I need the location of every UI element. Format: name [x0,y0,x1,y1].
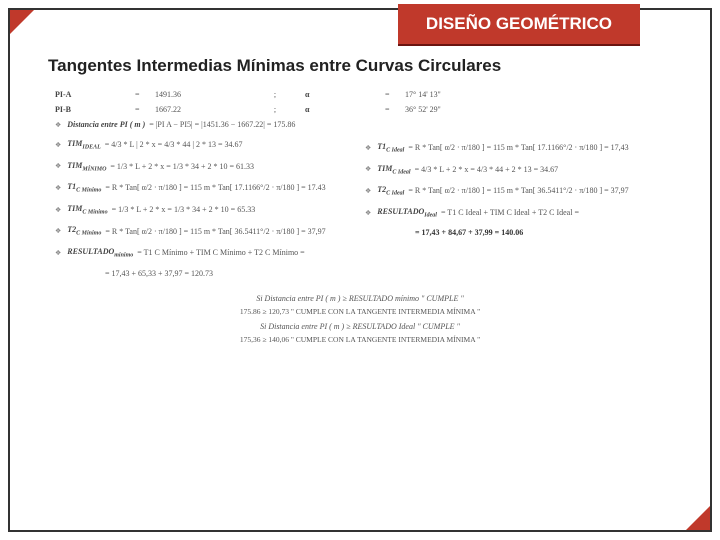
t1i-expr: = R * Tan[ α/2 · π/180 ] = 115 m * Tan[ … [408,143,628,152]
t1i-line: ❖ T1C Ideal = R * Tan[ α/2 · π/180 ] = 11… [365,142,665,154]
eq2: = [385,90,405,99]
check2-cond: Si Distancia entre PI ( m ) ≥ RESULTADO … [55,322,665,331]
t1-line: ❖ T1C Mínimo = R * Tan[ α/2 · π/180 ] = 1… [55,182,355,194]
timi-sub: C Ideal [392,169,410,175]
right-col: ❖T1C Ideal = R * Tan[ α/2 · π/180 ] = 11… [355,120,665,288]
bullet-icon: ❖ [55,249,61,257]
pia-label: PI-A [55,90,135,99]
pib-val: 1667.22 [155,105,245,114]
dist-expr: = |PI A − PI5| = |1451.36 − 1667.22| = 1… [149,120,295,129]
sep: ; [245,105,305,114]
t1-lbl: T1 [67,182,76,191]
tim-min-line: ❖ TIMMÍNIMO = 1/3 * L + 2 * x = 1/3 * 34 … [55,161,355,173]
content: PI-A = 1491.36 ; α = 17° 14' 13'' PI-B =… [55,90,665,350]
eq: = [135,90,155,99]
t2i-lbl: T2 [377,185,386,194]
check2-result: 175,36 ≥ 140,06 " CUMPLE CON LA TANGENTE… [55,335,665,344]
tim-ideal-expr: = 4/3 * L | 2 * x = 4/3 * 44 | 2 * 13 = … [105,140,243,149]
timc-sub: C Mínimo [82,209,107,215]
timc-expr: = 1/3 * L + 2 * x = 1/3 * 34 + 2 * 10 = … [112,205,256,214]
t1-expr: = R * Tan[ α/2 · π/180 ] = 115 m * Tan[ … [105,183,325,192]
t1i-sub: C Ideal [386,148,404,154]
bullet-icon: ❖ [55,162,61,170]
eq: = [135,105,155,114]
t2-line: ❖ T2C Mínimo = R * Tan[ α/2 · π/180 ] = 1… [55,225,355,237]
tim-min-sub: MÍNIMO [82,166,106,172]
alpha-b: α [305,105,385,114]
timi-line: ❖ TIMC Ideal = 4/3 * L + 2 * x = 4/3 * 44… [365,164,665,176]
param-row-a: PI-A = 1491.36 ; α = 17° 14' 13'' [55,90,665,99]
bullet-icon: ❖ [365,144,371,152]
alpha-b-val: 36° 52' 29'' [405,105,441,114]
res-min-sub: mínimo [114,253,133,259]
bullet-icon: ❖ [55,227,61,235]
bullet-icon: ❖ [55,184,61,192]
alpha-a-val: 17° 14' 13'' [405,90,441,99]
resi-expr: = T1 C Ideal + TIM C Ideal + T2 C Ideal … [441,208,579,217]
dist-line: ❖ Distancia entre PI ( m ) = |PI A − PI5| … [55,120,355,129]
checks-block: Si Distancia entre PI ( m ) ≥ RESULTADO … [55,294,665,344]
resi-lbl: RESULTADO [377,207,424,216]
pia-val: 1491.36 [155,90,245,99]
tim-min-lbl: TIM [67,161,82,170]
t1-sub: C Mínimo [76,188,101,194]
resi-value: = 17,43 + 84,67 + 37,99 = 140.06 [415,228,523,237]
check1-cond: Si Distancia entre PI ( m ) ≥ RESULTADO … [55,294,665,303]
resi-val: = 17,43 + 84,67 + 37,99 = 140.06 [365,228,665,237]
timi-lbl: TIM [377,164,392,173]
two-column-body: ❖ Distancia entre PI ( m ) = |PI A − PI5| … [55,120,665,288]
eq2: = [385,105,405,114]
t2-lbl: T2 [67,225,76,234]
resi-line: ❖ RESULTADOIdeal = T1 C Ideal + TIM C Ide… [365,207,665,219]
t2i-line: ❖ T2C Ideal = R * Tan[ α/2 · π/180 ] = 11… [365,185,665,197]
bullet-icon: ❖ [55,121,61,129]
timi-expr: = 4/3 * L + 2 * x = 4/3 * 44 + 2 * 13 = … [415,165,559,174]
bullet-icon: ❖ [365,165,371,173]
t2-sub: C Mínimo [76,231,101,237]
header-title: DISEÑO GEOMÉTRICO [426,14,612,33]
header-box: DISEÑO GEOMÉTRICO [398,4,640,46]
t2i-sub: C Ideal [386,191,404,197]
bullet-icon: ❖ [55,206,61,214]
check1-result: 175.86 ≥ 120,73 " CUMPLE CON LA TANGENTE… [55,307,665,316]
page-title: Tangentes Intermedias Mínimas entre Curv… [48,56,501,76]
pib-label: PI-B [55,105,135,114]
timc-lbl: TIM [67,204,82,213]
tim-min-expr: = 1/3 * L + 2 * x = 1/3 * 34 + 2 * 10 = … [110,162,254,171]
timc-line: ❖ TIMC Mínimo = 1/3 * L + 2 * x = 1/3 * 3… [55,204,355,216]
tim-ideal-line: ❖ TIMIDEAL = 4/3 * L | 2 * x = 4/3 * 44 |… [55,139,355,151]
res-min-lbl: RESULTADO [67,247,114,256]
t2i-expr: = R * Tan[ α/2 · π/180 ] = 115 m * Tan[ … [408,186,628,195]
tim-ideal-lbl: TIM [67,139,82,148]
alpha-a: α [305,90,385,99]
res-min-val: = 17,43 + 65,33 + 37,97 = 120.73 [55,269,355,278]
res-min-line: ❖ RESULTADOmínimo = T1 C Mínimo + TIM C M… [55,247,355,259]
t2-expr: = R * Tan[ α/2 · π/180 ] = 115 m * Tan[ … [105,227,325,236]
tim-ideal-sub: IDEAL [82,145,100,151]
sep: ; [245,90,305,99]
param-row-b: PI-B = 1667.22 ; α = 36° 52' 29'' [55,105,665,114]
bullet-icon: ❖ [365,209,371,217]
t1i-lbl: T1 [377,142,386,151]
left-col: ❖ Distancia entre PI ( m ) = |PI A − PI5| … [55,120,355,288]
res-min-expr: = T1 C Mínimo + TIM C Mínimo + T2 C Míni… [137,248,304,257]
res-min-value: = 17,43 + 65,33 + 37,97 = 120.73 [105,269,213,278]
bullet-icon: ❖ [365,187,371,195]
bullet-icon: ❖ [55,141,61,149]
dist-label: Distancia entre PI ( m ) [67,120,145,129]
resi-sub: Ideal [424,212,437,218]
